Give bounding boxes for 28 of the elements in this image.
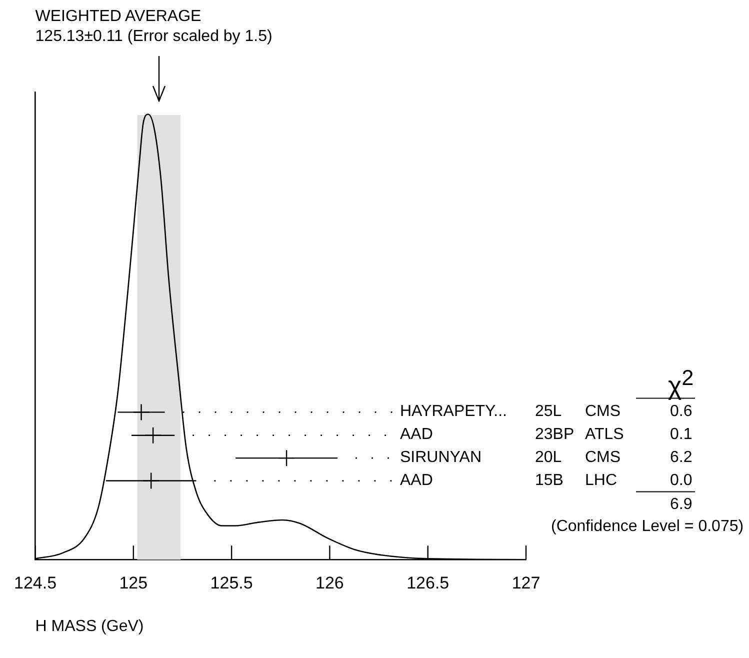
text: 125.13±0.11 (Error scaled by 1.5) xyxy=(35,28,272,46)
text: 23BP xyxy=(535,426,574,444)
x-axis-title: H MASS (GeV) xyxy=(35,618,144,636)
text: 0.0 xyxy=(670,472,692,490)
text: 15B xyxy=(535,472,564,490)
x-tick-label: 125 xyxy=(119,573,148,592)
text: LHC xyxy=(585,472,618,490)
x-tick-label: 125.5 xyxy=(210,573,253,592)
x-tick-label: 127 xyxy=(512,573,540,592)
annotation: SIRUNYAN xyxy=(400,449,482,468)
text: 0.6 xyxy=(670,403,692,422)
annotation: AAD xyxy=(400,472,433,490)
x-tick-label: 126 xyxy=(316,573,344,592)
text: 6.9 xyxy=(670,496,692,514)
text: (Confidence Level = 0.075) xyxy=(551,518,744,536)
text: 20L xyxy=(535,449,562,468)
text: 25L xyxy=(535,403,562,422)
text: WEIGHTED AVERAGE xyxy=(35,8,202,26)
text: CMS xyxy=(585,449,621,468)
annotation: AAD xyxy=(400,426,433,444)
text: 0.1 xyxy=(670,426,692,444)
text: 6.2 xyxy=(670,449,692,468)
text: ATLS xyxy=(585,426,624,444)
text: χ$^{2}$ xyxy=(668,364,694,401)
annotation: HAYRAPETY... xyxy=(400,403,507,422)
x-tick-label: 126.5 xyxy=(406,573,450,592)
text: CMS xyxy=(585,403,621,422)
x-tick-label: 124.5 xyxy=(14,573,57,592)
